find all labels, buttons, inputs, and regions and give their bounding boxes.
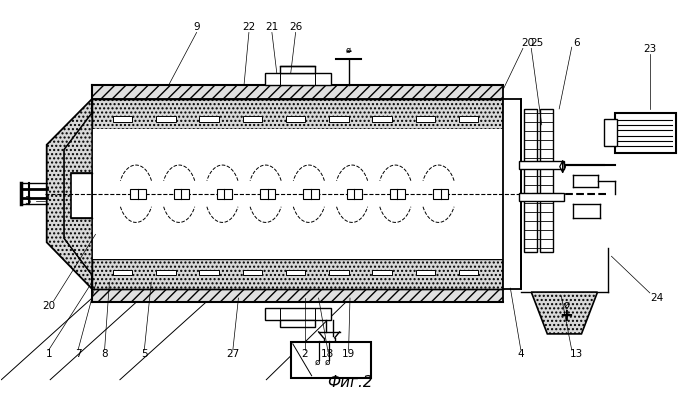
Bar xyxy=(524,109,537,252)
Bar xyxy=(458,116,478,122)
Bar xyxy=(243,270,262,275)
Polygon shape xyxy=(47,99,92,289)
Bar xyxy=(372,270,392,275)
Bar xyxy=(615,113,676,153)
Bar xyxy=(156,116,176,122)
Text: 6: 6 xyxy=(573,38,580,48)
Text: 2: 2 xyxy=(302,349,308,359)
Bar xyxy=(265,73,331,85)
Text: 7: 7 xyxy=(75,349,81,359)
Text: 27: 27 xyxy=(226,349,239,359)
Bar xyxy=(113,270,132,275)
Bar xyxy=(113,116,132,122)
Text: 1: 1 xyxy=(46,349,52,359)
Text: 25: 25 xyxy=(530,38,543,48)
Bar xyxy=(519,192,564,200)
Bar xyxy=(329,270,349,275)
Bar xyxy=(243,116,262,122)
Polygon shape xyxy=(64,113,92,275)
Polygon shape xyxy=(64,113,92,275)
Bar xyxy=(71,173,92,219)
Text: +: + xyxy=(559,307,573,325)
Bar xyxy=(199,270,219,275)
Text: 5: 5 xyxy=(141,349,148,359)
Text: ø: ø xyxy=(325,357,330,366)
Bar xyxy=(260,189,275,198)
Bar xyxy=(280,320,315,327)
Text: 20: 20 xyxy=(42,301,55,311)
Text: 18: 18 xyxy=(321,349,335,359)
Text: 13: 13 xyxy=(570,349,583,359)
Polygon shape xyxy=(92,289,503,302)
Bar xyxy=(503,99,521,289)
Bar xyxy=(290,342,371,378)
Bar xyxy=(156,270,176,275)
Bar xyxy=(416,116,435,122)
Polygon shape xyxy=(531,292,598,334)
Bar xyxy=(174,189,189,198)
Text: 9: 9 xyxy=(193,22,200,32)
Bar xyxy=(280,66,315,73)
Bar xyxy=(540,109,553,252)
Bar xyxy=(286,116,305,122)
Text: 24: 24 xyxy=(650,293,664,303)
Polygon shape xyxy=(92,85,503,99)
Bar xyxy=(92,99,503,129)
Bar xyxy=(92,129,503,259)
Bar xyxy=(346,189,362,198)
Text: 3: 3 xyxy=(25,196,32,205)
Bar xyxy=(199,116,219,122)
Text: 26: 26 xyxy=(289,22,302,32)
Text: 8: 8 xyxy=(102,349,108,359)
Text: 19: 19 xyxy=(342,349,355,359)
Bar xyxy=(458,270,478,275)
Bar xyxy=(519,161,564,169)
Bar xyxy=(390,189,405,198)
Bar xyxy=(303,189,319,198)
Bar xyxy=(92,259,503,289)
Text: 20: 20 xyxy=(522,38,534,48)
Bar xyxy=(329,116,349,122)
Text: 22: 22 xyxy=(242,22,256,32)
Text: 4: 4 xyxy=(517,349,524,359)
Bar xyxy=(217,189,232,198)
Bar xyxy=(286,270,305,275)
Bar xyxy=(433,189,448,198)
Text: –: – xyxy=(346,45,351,58)
Bar xyxy=(372,116,392,122)
Text: ø: ø xyxy=(314,357,320,366)
Bar xyxy=(130,189,146,198)
Text: ø: ø xyxy=(564,300,569,310)
Text: ø: ø xyxy=(346,46,351,55)
Bar xyxy=(265,308,331,320)
Text: 21: 21 xyxy=(265,22,279,32)
Bar xyxy=(605,119,617,146)
Polygon shape xyxy=(503,99,521,289)
Bar xyxy=(416,270,435,275)
Text: Фиг.2: Фиг.2 xyxy=(327,375,373,390)
Text: 23: 23 xyxy=(643,44,657,54)
